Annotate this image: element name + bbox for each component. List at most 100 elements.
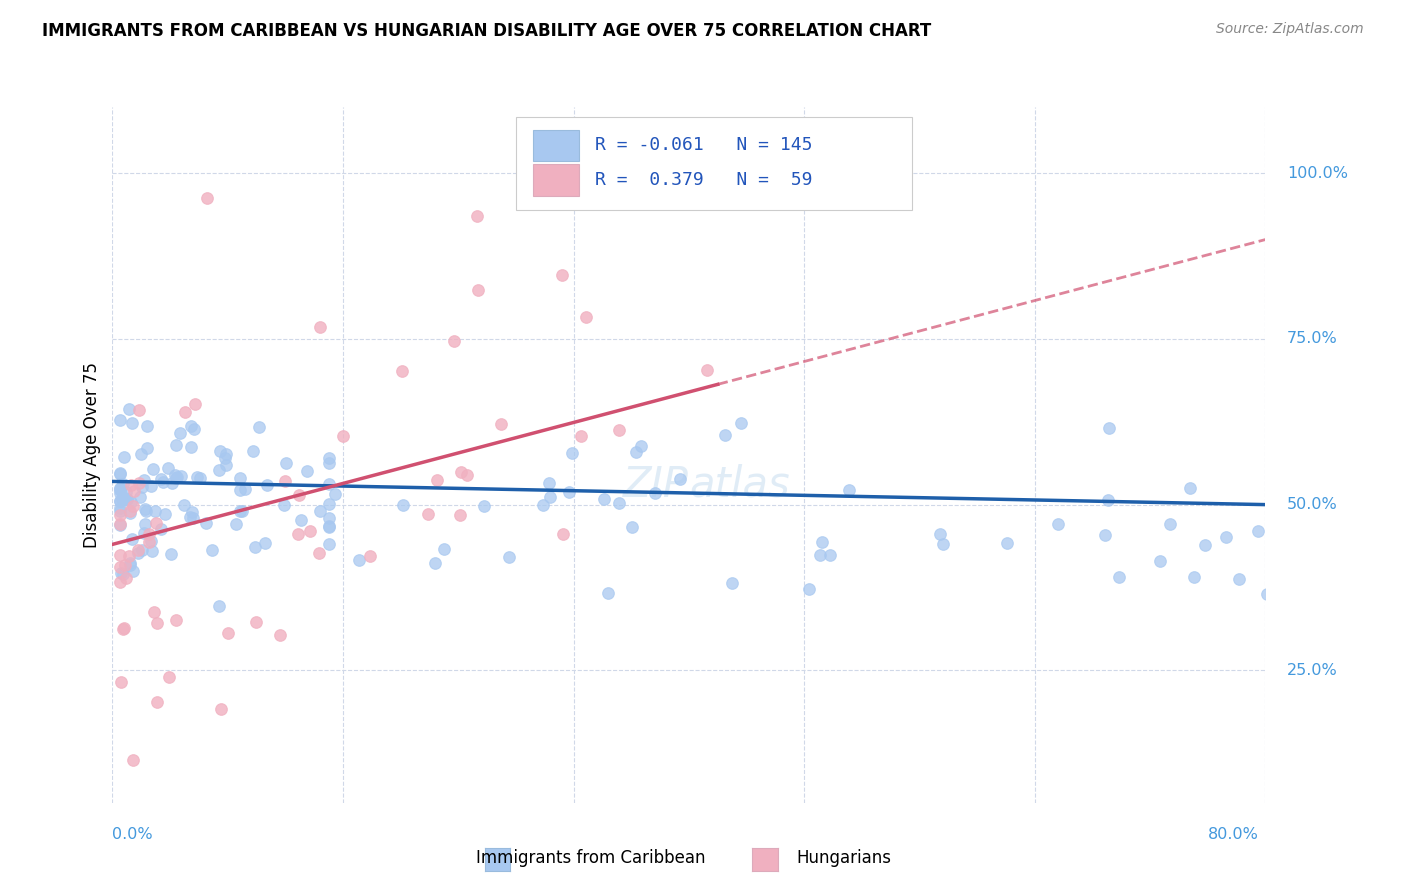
Point bbox=[209, 702, 232, 716]
Point bbox=[498, 549, 520, 564]
Point bbox=[391, 364, 413, 378]
Point bbox=[450, 465, 472, 479]
Point bbox=[183, 422, 205, 436]
Point bbox=[318, 497, 340, 511]
Point bbox=[416, 507, 439, 521]
Text: Hungarians: Hungarians bbox=[796, 849, 891, 867]
Text: Immigrants from Caribbean: Immigrants from Caribbean bbox=[475, 849, 706, 867]
Point bbox=[696, 362, 718, 376]
Point bbox=[145, 516, 167, 531]
Point bbox=[134, 502, 156, 516]
Point bbox=[797, 582, 820, 597]
Point bbox=[127, 546, 149, 560]
Point bbox=[1047, 516, 1070, 531]
Point bbox=[287, 527, 309, 541]
Point bbox=[112, 567, 135, 582]
Point bbox=[118, 549, 141, 563]
Point bbox=[160, 476, 183, 491]
Point bbox=[156, 461, 179, 475]
Point bbox=[318, 536, 340, 550]
Point bbox=[120, 495, 142, 509]
Point bbox=[188, 471, 211, 485]
Point bbox=[273, 499, 295, 513]
Point bbox=[165, 614, 187, 628]
Point bbox=[318, 518, 340, 533]
Point bbox=[347, 553, 370, 567]
Point bbox=[276, 456, 298, 470]
Point bbox=[1227, 573, 1250, 587]
Point bbox=[122, 565, 145, 579]
Point bbox=[598, 586, 620, 600]
Point bbox=[308, 546, 330, 560]
Point bbox=[142, 605, 165, 619]
Point bbox=[818, 548, 841, 562]
Point bbox=[551, 268, 574, 282]
Point bbox=[120, 504, 142, 518]
Point bbox=[433, 542, 456, 557]
Point bbox=[838, 483, 860, 497]
Point bbox=[173, 499, 195, 513]
Y-axis label: Disability Age Over 75: Disability Age Over 75 bbox=[83, 362, 101, 548]
Point bbox=[128, 491, 150, 505]
Point bbox=[122, 753, 145, 767]
Point bbox=[138, 526, 160, 541]
Point bbox=[668, 472, 690, 486]
Point bbox=[449, 508, 471, 522]
Point bbox=[225, 516, 247, 531]
Point bbox=[1159, 516, 1181, 531]
Point bbox=[231, 503, 253, 517]
Point bbox=[184, 396, 207, 410]
Text: IMMIGRANTS FROM CARIBBEAN VS HUNGARIAN DISABILITY AGE OVER 75 CORRELATION CHART: IMMIGRANTS FROM CARIBBEAN VS HUNGARIAN D… bbox=[42, 22, 931, 40]
Point bbox=[607, 423, 630, 437]
Point bbox=[183, 510, 205, 524]
Point bbox=[131, 543, 153, 558]
Point bbox=[1108, 570, 1130, 584]
Point bbox=[108, 501, 131, 516]
Point bbox=[242, 444, 264, 458]
Point bbox=[150, 523, 173, 537]
Point bbox=[186, 469, 208, 483]
Point bbox=[1247, 524, 1270, 538]
Point bbox=[811, 535, 834, 549]
Point bbox=[118, 556, 141, 570]
Point bbox=[491, 417, 513, 431]
Point bbox=[247, 420, 270, 434]
Point bbox=[325, 487, 347, 501]
Point bbox=[127, 543, 149, 558]
Point bbox=[114, 491, 136, 506]
Point bbox=[152, 475, 174, 489]
Text: R = -0.061   N = 145: R = -0.061 N = 145 bbox=[595, 136, 813, 154]
Point bbox=[132, 526, 155, 541]
Point bbox=[392, 498, 415, 512]
Point bbox=[1215, 530, 1237, 544]
Point bbox=[537, 475, 560, 490]
Point bbox=[318, 520, 340, 534]
Point bbox=[121, 416, 143, 430]
Point bbox=[122, 500, 145, 514]
Point bbox=[114, 484, 136, 499]
Text: Source: ZipAtlas.com: Source: ZipAtlas.com bbox=[1216, 22, 1364, 37]
Point bbox=[118, 506, 141, 520]
Point bbox=[456, 468, 478, 483]
Point bbox=[607, 496, 630, 510]
Point bbox=[592, 492, 614, 507]
Point bbox=[1256, 587, 1278, 601]
Point bbox=[621, 519, 644, 533]
Point bbox=[115, 491, 138, 506]
Point bbox=[1180, 482, 1202, 496]
Point bbox=[318, 511, 340, 525]
Point bbox=[139, 534, 162, 549]
Point bbox=[720, 576, 742, 591]
Point bbox=[112, 477, 135, 491]
Point bbox=[426, 473, 449, 487]
Point bbox=[1097, 492, 1119, 507]
Point bbox=[169, 425, 191, 440]
Text: atlas: atlas bbox=[689, 464, 790, 506]
Point bbox=[129, 447, 152, 461]
Point bbox=[929, 527, 952, 541]
Point bbox=[630, 439, 652, 453]
Point bbox=[108, 467, 131, 482]
Point bbox=[128, 476, 150, 491]
Point bbox=[290, 512, 312, 526]
Point bbox=[143, 503, 166, 517]
